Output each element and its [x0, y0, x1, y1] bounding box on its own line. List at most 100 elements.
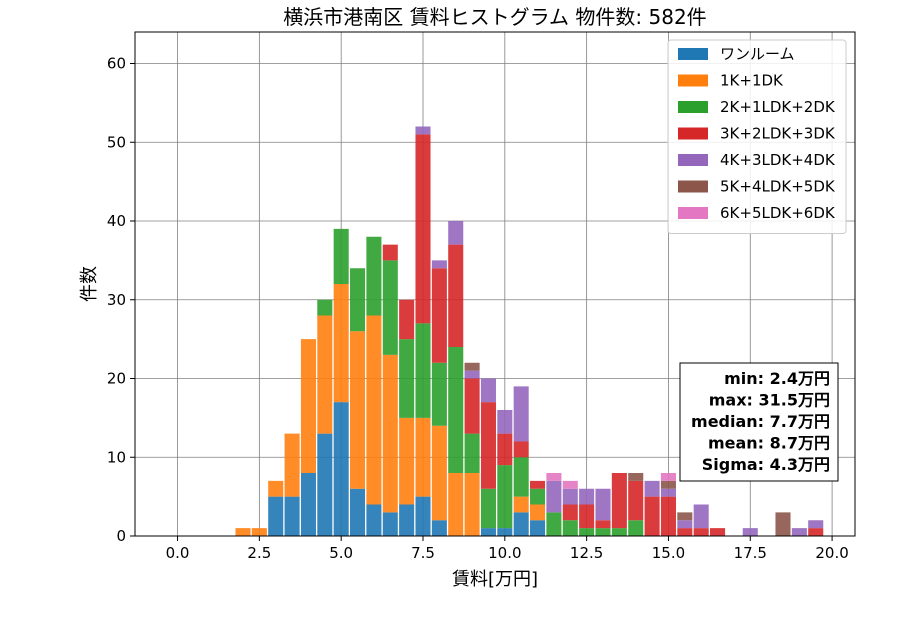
histogram-bar: [333, 228, 349, 284]
histogram-bar: [530, 480, 546, 489]
histogram-bar: [268, 496, 284, 536]
histogram-bar: [562, 488, 578, 505]
histogram-bar: [284, 496, 300, 536]
legend-swatch: [678, 74, 708, 87]
histogram-bar: [317, 433, 333, 536]
histogram-bar: [333, 284, 349, 403]
x-tick-label: 10.0: [488, 544, 521, 562]
histogram-bar: [660, 480, 676, 489]
histogram-bar: [399, 504, 415, 536]
stats-box-frame: [679, 362, 839, 482]
histogram-bar: [677, 528, 693, 536]
histogram-bar: [513, 512, 529, 536]
histogram-bar: [350, 488, 366, 536]
histogram-bar: [415, 323, 431, 418]
histogram-bar: [791, 528, 807, 536]
histogram-bar: [464, 473, 480, 536]
stats-line: max: 31.5万円: [709, 391, 830, 410]
histogram-bar: [628, 480, 644, 521]
histogram-bar: [382, 260, 398, 355]
histogram-bar: [677, 512, 693, 521]
histogram-bar: [399, 299, 415, 340]
histogram-bar: [530, 488, 546, 505]
stats-line: mean: 8.7万円: [708, 434, 830, 453]
histogram-bar: [628, 520, 644, 536]
histogram-bar: [710, 528, 726, 536]
histogram-bar: [611, 528, 627, 536]
x-axis-ticks: 0.0 2.5 5.0 7.5 10.0 12.5 15.0 17.5 20.0: [166, 536, 849, 562]
histogram-bar: [808, 520, 824, 529]
histogram-bar: [251, 528, 267, 536]
histogram-bar: [693, 504, 709, 529]
histogram-bar: [366, 504, 382, 536]
legend-swatch: [678, 180, 708, 193]
y-axis-label: 件数: [79, 266, 100, 302]
legend-label: 5K+4LDK+5DK: [720, 178, 836, 196]
x-axis-label: 賃料[万円]: [452, 569, 538, 590]
histogram-bar: [431, 425, 447, 521]
histogram-bar: [595, 528, 611, 536]
histogram-bar: [480, 402, 496, 489]
x-tick-label: 5.0: [329, 544, 353, 562]
histogram-bar: [448, 473, 464, 536]
histogram-bar: [350, 331, 366, 489]
histogram-bar: [644, 496, 660, 536]
legend-label: 1K+1DK: [720, 72, 784, 90]
histogram-bar: [480, 378, 496, 403]
histogram-bar: [382, 512, 398, 536]
histogram-bar: [595, 520, 611, 529]
histogram-bar: [775, 512, 791, 536]
histogram-bar: [317, 315, 333, 434]
x-tick-label: 20.0: [815, 544, 848, 562]
histogram-bar: [415, 417, 431, 497]
histogram-bar: [366, 315, 382, 505]
histogram-bar: [562, 520, 578, 536]
histogram-bar: [382, 354, 398, 513]
legend-swatch: [678, 101, 708, 113]
legend-swatch: [678, 127, 708, 140]
histogram-bar: [546, 473, 562, 481]
histogram-bar: [513, 457, 529, 497]
y-tick-label: 40: [107, 212, 126, 230]
y-tick-label: 0: [116, 527, 126, 545]
histogram-bar: [399, 417, 415, 505]
histogram-bar: [317, 299, 333, 316]
histogram-bar: [464, 433, 480, 473]
x-tick-label: 15.0: [652, 544, 685, 562]
histogram-bar: [448, 244, 464, 347]
legend-label: 3K+2LDK+3DK: [720, 125, 836, 143]
histogram-bar: [448, 347, 464, 473]
x-tick-label: 7.5: [411, 544, 435, 562]
histogram-bar: [513, 496, 529, 513]
histogram-bar: [497, 528, 513, 536]
histogram-bar: [235, 528, 251, 536]
stats-line: median: 7.7万円: [691, 412, 830, 431]
histogram-bar: [497, 465, 513, 529]
histogram-bar: [513, 386, 529, 442]
legend-label: ワンルーム: [720, 45, 795, 63]
legend-swatch: [678, 154, 708, 166]
legend-swatch: [678, 48, 708, 60]
histogram-bar: [530, 504, 546, 521]
y-axis-ticks: 0 10 20 30 40 50 60: [107, 55, 135, 545]
histogram-bar: [300, 473, 316, 536]
stats-box: min: 2.4万円 max: 31.5万円 median: 7.7万円 mean: …: [679, 362, 839, 482]
legend: ワンルーム 1K+1DK 2K+1LDK+2DK 3K+2LDK+3DK 4K+3LDK…: [667, 39, 847, 234]
legend-box: [667, 39, 847, 234]
histogram-bar: [431, 520, 447, 536]
histogram-bar: [333, 402, 349, 536]
histogram-bar: [595, 488, 611, 521]
histogram-bar: [366, 236, 382, 316]
y-tick-label: 60: [107, 55, 126, 73]
histogram-bar: [464, 370, 480, 379]
histogram-bar: [660, 488, 676, 497]
histogram-bar: [677, 520, 693, 529]
chart-title: 横浜市港南区 賃料ヒストグラム 物件数: 582件: [283, 5, 706, 29]
histogram-bar: [431, 362, 447, 426]
y-tick-label: 10: [107, 448, 126, 466]
histogram-bar: [480, 488, 496, 529]
histogram-bar: [382, 244, 398, 261]
histogram-bar: [562, 504, 578, 521]
legend-label: 4K+3LDK+4DK: [720, 151, 836, 169]
